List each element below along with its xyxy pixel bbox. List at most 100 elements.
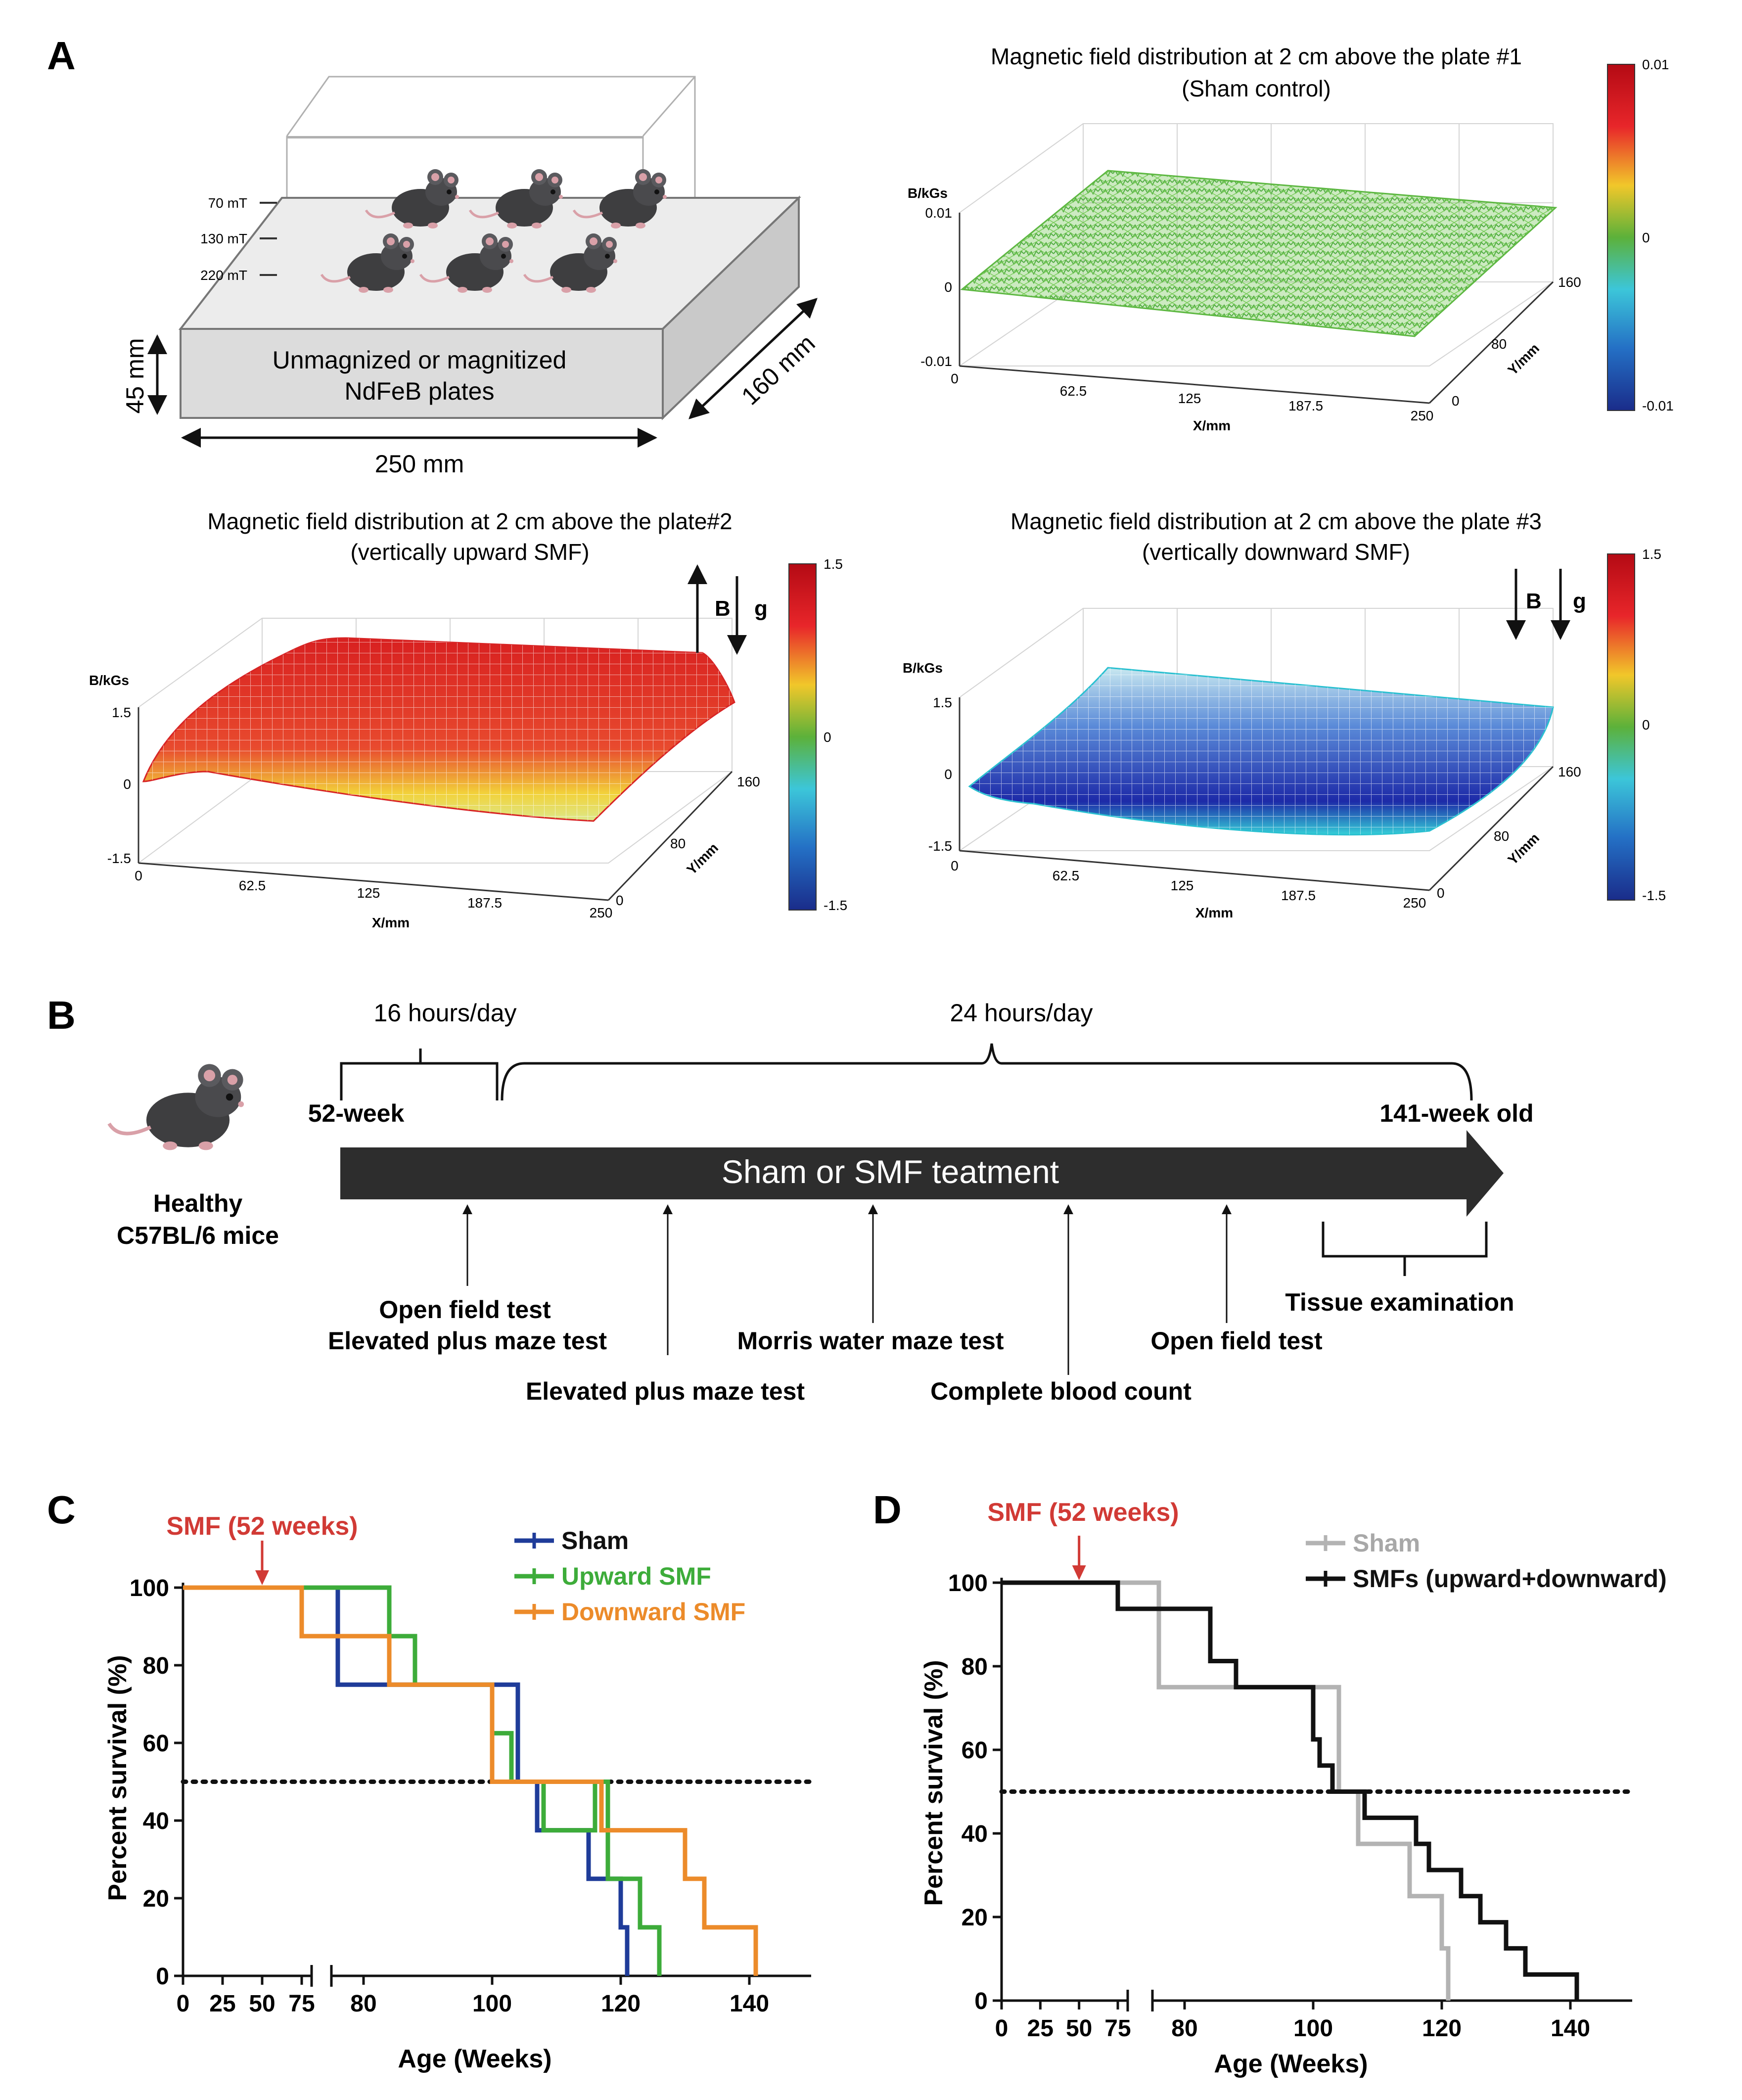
panel-label-c: C	[47, 1488, 76, 1532]
legend-label: Sham	[561, 1527, 629, 1554]
panel-label-b: B	[47, 993, 76, 1037]
plot1-zlabel: B/kGs	[908, 185, 948, 201]
plot3-xlabel: X/mm	[1195, 905, 1233, 920]
plate-diagram: 70 mT 130 mT 220 mT Unmagnized or magnit…	[121, 76, 821, 478]
legend-label: Upward SMF	[561, 1562, 711, 1590]
treatment-label: Sham or SMF teatment	[722, 1153, 1059, 1190]
test-morris-water-maze: Morris water maze test	[737, 1327, 1004, 1355]
plot1-ylabel: Y/mm	[1505, 340, 1542, 378]
survival-curve-2	[183, 1585, 758, 1976]
height-label: 45 mm	[121, 338, 149, 414]
x-tick-label: 50	[249, 1991, 275, 2017]
plot3-title-line2: (vertically downward SMF)	[1142, 539, 1410, 565]
test-tissue-examination: Tissue examination	[1285, 1288, 1514, 1316]
phase1-label: 16 hours/day	[373, 999, 516, 1027]
survival-chart-c: SMF (52 weeks) Percent survival (%) Age …	[103, 1512, 814, 2073]
plot2-colorbar	[788, 563, 817, 911]
survival-curve-1	[1002, 1580, 1579, 2001]
x-tick-label: 50	[1066, 2015, 1092, 2042]
y-tick-label: 20	[962, 1905, 988, 1931]
test-elevated-plus-maze-2: Elevated plus maze test	[526, 1377, 805, 1405]
plot3-ytick: 80	[1494, 828, 1509, 844]
chart-c-xlabel: Age (Weeks)	[398, 2045, 551, 2073]
plot1-colorbar-tick: -0.01	[1642, 398, 1674, 413]
treatment-arrow	[340, 1130, 1504, 1217]
plot3-ylabel: Y/mm	[1505, 830, 1542, 867]
plot1-xtick: 250	[1411, 408, 1434, 423]
test-open-field-2: Open field test	[1150, 1327, 1323, 1355]
plot1-xtick: 62.5	[1060, 383, 1087, 399]
chart-c-ylabel: Percent survival (%)	[103, 1655, 132, 1901]
plot1-xtick: 187.5	[1288, 398, 1323, 413]
test-open-field-1: Open field test	[379, 1296, 551, 1324]
x-tick-label: 25	[209, 1991, 235, 2017]
x-tick-label: 100	[472, 1991, 512, 2017]
plot3-g-label: g	[1573, 589, 1586, 613]
depth-arrow	[688, 298, 818, 419]
mice-label-line1: Healthy	[153, 1189, 243, 1217]
test-complete-blood-count: Complete blood count	[930, 1377, 1192, 1405]
plot3-ztick: -1.5	[928, 838, 952, 854]
y-tick-label: 100	[948, 1570, 988, 1597]
y-tick-label: 40	[143, 1808, 169, 1834]
plot3-colorbar-tick: 1.5	[1642, 547, 1661, 562]
surface-plot-2: Magnetic field distribution at 2 cm abov…	[89, 508, 847, 930]
x-tick-label: 75	[288, 1991, 315, 2017]
plot2-xtick: 125	[357, 885, 380, 901]
chart-axes: 0 20 40 60 80 100 0 25 50 75 80 100 120 140	[948, 1570, 1632, 2042]
plot3-xtick: 125	[1171, 878, 1194, 893]
plot3-zlabel: B/kGs	[903, 660, 943, 676]
plot2-ztick: 0	[123, 776, 131, 792]
plot3-colorbar-tick: 0	[1642, 717, 1650, 732]
plot1-colorbar-tick: 0.01	[1642, 57, 1669, 72]
plot2-xtick: 187.5	[467, 895, 502, 911]
plot1-colorbar	[1607, 64, 1635, 411]
legend-label: SMFs (upward+downward)	[1353, 1565, 1667, 1593]
plot1-xtick: 125	[1178, 391, 1201, 406]
x-tick-label: 75	[1104, 2015, 1131, 2042]
panel-label-d: D	[873, 1488, 902, 1532]
y-tick-label: 80	[143, 1653, 169, 1679]
tissue-bracket	[1322, 1222, 1488, 1276]
plot2-xtick: 0	[135, 868, 142, 883]
phase1-bracket	[340, 1049, 499, 1100]
field-level-220: 220 mT	[200, 268, 247, 283]
y-tick-label: 60	[143, 1731, 169, 1757]
y-tick-label: 0	[974, 1988, 988, 2014]
plot3-xtick: 187.5	[1281, 888, 1316, 903]
plot1-xlabel: X/mm	[1193, 418, 1231, 433]
width-label: 250 mm	[375, 450, 464, 478]
x-tick-label: 120	[1422, 2015, 1462, 2042]
start-label: 52-week	[308, 1099, 405, 1127]
plot3-title-line1: Magnetic field distribution at 2 cm abov…	[1010, 508, 1542, 534]
plot3-xtick: 250	[1403, 895, 1426, 911]
panel-label-a: A	[47, 34, 76, 78]
plot2-ytick: 80	[670, 836, 686, 851]
y-tick-label: 40	[962, 1821, 988, 1847]
plot2-colorbar-tick: 1.5	[824, 556, 843, 572]
end-label: 141-week old	[1379, 1099, 1533, 1127]
plot3-xtick: 62.5	[1053, 868, 1080, 883]
plot2-ztick: 1.5	[112, 705, 131, 720]
mouse-icon	[109, 1064, 244, 1150]
plot1-title-line1: Magnetic field distribution at 2 cm abov…	[991, 44, 1522, 69]
plate-label-line1: Unmagnized or magnitized	[273, 346, 567, 374]
surface-plot-3: Magnetic field distribution at 2 cm abov…	[903, 508, 1666, 920]
x-tick-label: 80	[1171, 2015, 1197, 2042]
test-elevated-plus-maze-1: Elevated plus maze test	[328, 1327, 607, 1355]
x-tick-label: 100	[1293, 2015, 1333, 2042]
survival-curve-0	[1002, 1580, 1451, 2001]
plot3-ztick: 0	[944, 767, 952, 782]
smf-start-arrowhead	[255, 1570, 269, 1585]
phase2-label: 24 hours/day	[950, 999, 1093, 1027]
chart-c-annotation: SMF (52 weeks)	[166, 1512, 358, 1541]
plate-front	[180, 328, 664, 419]
mice-label-line2: C57BL/6 mice	[117, 1222, 279, 1249]
plate-label-line2: NdFeB plates	[345, 377, 495, 405]
plot2-ztick: -1.5	[107, 851, 131, 866]
plot2-title-line2: (vertically upward SMF)	[350, 539, 589, 565]
phase2-bracket	[501, 1043, 1473, 1101]
plot3-xtick: 0	[951, 858, 959, 873]
plot2-b-label: B	[715, 596, 731, 621]
